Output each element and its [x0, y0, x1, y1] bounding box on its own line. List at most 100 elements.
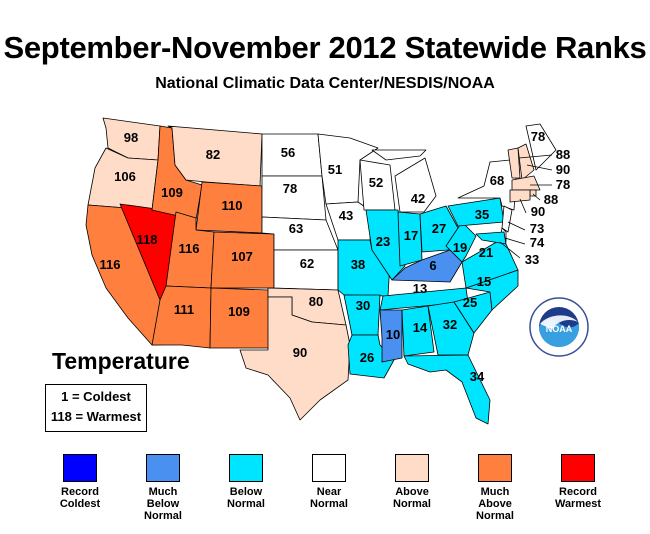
- state-il: [365, 209, 406, 281]
- leader-line-nj: [507, 221, 526, 231]
- leader-line-nh: [526, 164, 553, 171]
- legend-swatch: [146, 454, 180, 482]
- rank-label-me: 78: [531, 129, 545, 144]
- rank-label-ma: 78: [556, 177, 570, 192]
- rank-key-box: 1 = Coldest 118 = Warmest: [45, 384, 147, 432]
- rank-label-va: 21: [479, 245, 493, 260]
- rank-label-wy: 110: [222, 198, 243, 213]
- rank-label-mo: 38: [351, 257, 365, 272]
- rank-label-az: 111: [174, 302, 194, 317]
- rank-label-mi: 42: [411, 191, 425, 206]
- legend-item-much-below: Much Below Normal: [121, 454, 205, 522]
- state-mi: [371, 149, 437, 213]
- state-fl: [403, 354, 491, 425]
- leader-line-md: [499, 241, 521, 259]
- rank-label-ks: 62: [300, 256, 314, 271]
- legend-item-record-warmest: Record Warmest: [536, 454, 620, 510]
- state-va: [461, 239, 519, 289]
- state-ri: [529, 189, 537, 197]
- legend-swatch: [561, 454, 595, 482]
- rank-label-vt: 88: [556, 147, 570, 162]
- state-ct: [509, 189, 531, 203]
- rank-label-sc: 25: [463, 295, 477, 310]
- svg-text:NOAA: NOAA: [546, 324, 573, 334]
- map-subtitle: National Climatic Data Center/NESDIS/NOA…: [155, 75, 495, 92]
- map-title: September-November 2012 Statewide Ranks: [3, 30, 647, 65]
- state-al: [401, 305, 435, 357]
- rank-key-coldest: 1 = Coldest: [61, 389, 131, 404]
- legend-item-below: Below Normal: [204, 454, 288, 510]
- noaa-logo: NOAA: [528, 296, 590, 363]
- state-md: [475, 231, 507, 245]
- legend-item-near: Near Normal: [287, 454, 371, 510]
- rank-label-al: 14: [413, 320, 428, 335]
- rank-label-md: 33: [525, 252, 539, 267]
- rank-label-mt: 82: [206, 147, 220, 162]
- rank-label-nh: 90: [556, 162, 570, 177]
- state-mn: [317, 133, 379, 205]
- state-tx: [239, 296, 351, 421]
- rank-label-fl: 34: [470, 369, 485, 384]
- state-nj: [501, 205, 513, 233]
- leader-line-ri: [532, 193, 541, 201]
- legend-swatch: [229, 454, 263, 482]
- legend-item-much-above: Much Above Normal: [453, 454, 537, 522]
- rank-label-ct: 90: [531, 204, 545, 219]
- legend-item-record-coldest: Record Coldest: [38, 454, 122, 510]
- state-nh: [517, 143, 535, 181]
- rank-label-or: 106: [114, 169, 136, 184]
- rank-label-nj: 73: [530, 221, 544, 236]
- rank-label-nc: 15: [477, 274, 491, 289]
- rank-label-co: 107: [231, 249, 253, 264]
- legend-swatch: [312, 454, 346, 482]
- state-me: [525, 123, 557, 171]
- rank-label-id: 109: [161, 185, 183, 200]
- legend-label: Below Normal: [227, 486, 265, 510]
- legend-swatch: [63, 454, 97, 482]
- state-vt: [507, 147, 521, 179]
- rank-label-ky: 6: [429, 258, 436, 273]
- legend-swatch: [395, 454, 429, 482]
- legend-label: Much Above Normal: [476, 486, 514, 522]
- leader-line-de: [504, 237, 526, 245]
- rank-label-il: 23: [376, 234, 390, 249]
- rank-label-nd: 56: [281, 145, 295, 160]
- rank-label-wv: 19: [453, 240, 467, 255]
- rank-label-ga: 32: [443, 317, 457, 332]
- rank-label-ca: 116: [100, 257, 121, 272]
- rank-label-de: 74: [530, 235, 545, 250]
- rank-label-ne: 63: [289, 221, 303, 236]
- rank-key-warmest: 118 = Warmest: [50, 409, 142, 424]
- legend-swatch: [478, 454, 512, 482]
- legend-label: Record Warmest: [554, 486, 602, 510]
- rank-label-nm: 109: [228, 304, 250, 319]
- rank-label-ia: 43: [339, 208, 353, 223]
- rank-label-in: 17: [404, 228, 418, 243]
- rank-label-wa: 98: [124, 130, 138, 145]
- rank-label-pa: 35: [475, 207, 489, 222]
- rank-label-ok: 80: [309, 294, 323, 309]
- state-ma: [511, 175, 541, 191]
- rank-label-ms: 10: [386, 327, 400, 342]
- rank-label-sd: 78: [283, 181, 297, 196]
- rank-label-mn: 51: [328, 162, 342, 177]
- variable-label: Temperature: [52, 348, 190, 374]
- rank-label-oh: 27: [432, 221, 446, 236]
- rank-label-tx: 90: [293, 345, 307, 360]
- state-la: [347, 334, 395, 379]
- legend-label: Above Normal: [393, 486, 431, 510]
- rank-label-ar: 30: [356, 298, 370, 313]
- legend-label: Record Coldest: [59, 486, 101, 510]
- rank-label-wi: 52: [369, 175, 383, 190]
- legend-item-above: Above Normal: [370, 454, 454, 510]
- leader-line-vt: [518, 154, 553, 159]
- rank-label-la: 26: [360, 350, 374, 365]
- rank-label-tn: 13: [413, 281, 427, 296]
- state-ms: [379, 309, 403, 363]
- legend-label: Near Normal: [310, 486, 348, 510]
- rank-label-ut: 116: [179, 241, 200, 256]
- leader-line-ct: [519, 198, 527, 214]
- rank-label-ri: 88: [544, 192, 558, 207]
